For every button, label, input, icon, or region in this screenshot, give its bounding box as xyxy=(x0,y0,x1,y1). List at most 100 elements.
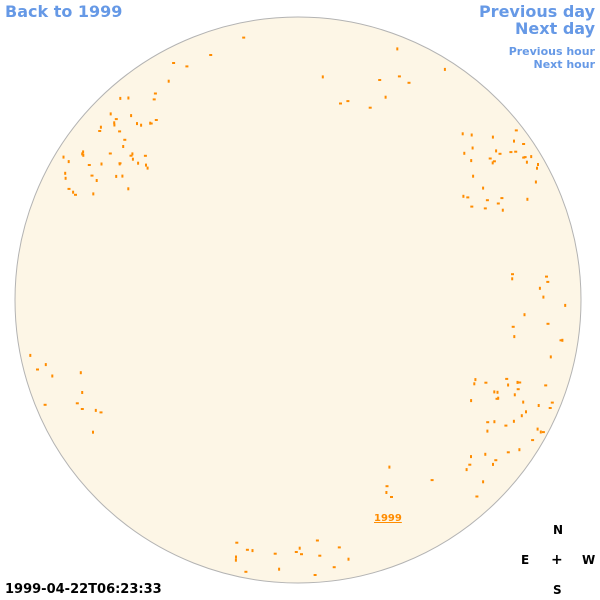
feature-mark xyxy=(67,160,70,164)
next-hour-link[interactable]: Next hour xyxy=(533,58,596,71)
feature-mark xyxy=(471,146,474,150)
feature-mark xyxy=(516,388,520,391)
feature-mark xyxy=(72,190,75,194)
feature-mark xyxy=(154,119,158,121)
feature-mark xyxy=(470,159,473,163)
back-to-year-link[interactable]: Back to 1999 xyxy=(5,2,123,21)
feature-mark xyxy=(475,495,479,498)
feature-mark xyxy=(152,98,156,101)
feature-mark xyxy=(378,79,382,81)
feature-mark xyxy=(468,463,472,466)
previous-day-link[interactable]: Previous day xyxy=(478,2,595,21)
feature-mark xyxy=(113,121,116,125)
feature-mark xyxy=(36,368,39,371)
feature-mark xyxy=(506,451,510,454)
feature-mark xyxy=(109,112,112,116)
feature-mark xyxy=(513,139,515,143)
feature-mark xyxy=(516,380,519,384)
feature-mark xyxy=(82,150,85,154)
feature-mark xyxy=(92,430,94,434)
feature-mark xyxy=(235,555,237,559)
feature-mark xyxy=(209,54,213,56)
feature-mark xyxy=(67,187,71,190)
feature-mark xyxy=(536,427,539,431)
feature-mark xyxy=(496,202,500,205)
feature-mark xyxy=(526,197,529,201)
feature-mark xyxy=(564,303,567,307)
feature-mark xyxy=(44,363,47,367)
next-day-link[interactable]: Next day xyxy=(515,19,595,38)
feature-mark xyxy=(494,459,498,462)
feature-mark xyxy=(525,410,527,414)
feature-mark xyxy=(315,539,319,542)
feature-mark xyxy=(127,187,130,191)
feature-mark xyxy=(321,75,324,79)
feature-mark xyxy=(491,135,494,139)
feature-mark xyxy=(80,408,84,410)
feature-mark xyxy=(522,156,526,159)
feature-mark xyxy=(520,414,523,418)
feature-mark xyxy=(99,125,102,129)
feature-mark xyxy=(512,419,515,423)
feature-mark xyxy=(388,465,391,469)
feature-mark xyxy=(545,275,548,278)
compass-south-label: S xyxy=(553,583,562,597)
feature-mark xyxy=(538,286,541,290)
feature-mark xyxy=(407,81,411,84)
feature-mark xyxy=(495,149,498,153)
feature-mark xyxy=(498,152,502,155)
feature-mark xyxy=(537,404,540,407)
feature-mark xyxy=(537,163,539,166)
feature-mark xyxy=(488,157,492,160)
feature-mark xyxy=(114,118,118,121)
feature-mark xyxy=(390,496,393,498)
feature-mark xyxy=(234,558,237,562)
year-link-label[interactable]: 1999 xyxy=(374,513,402,524)
feature-mark xyxy=(522,143,526,145)
feature-mark xyxy=(496,390,499,394)
feature-mark xyxy=(546,322,550,325)
feature-mark xyxy=(339,102,342,105)
feature-mark xyxy=(368,106,372,109)
feature-mark xyxy=(482,480,485,484)
feature-mark xyxy=(470,399,473,403)
feature-mark xyxy=(518,448,521,452)
feature-mark xyxy=(511,325,515,328)
feature-mark xyxy=(470,133,473,137)
feature-mark xyxy=(130,114,133,118)
feature-mark xyxy=(167,79,170,83)
solar-disk xyxy=(14,16,582,584)
feature-mark xyxy=(484,452,487,456)
feature-mark xyxy=(430,479,434,482)
feature-mark xyxy=(87,164,91,166)
feature-mark xyxy=(504,424,508,427)
feature-mark xyxy=(64,176,67,180)
previous-hour-link[interactable]: Previous hour xyxy=(508,45,595,58)
feature-mark xyxy=(518,381,522,384)
feature-mark xyxy=(461,132,464,136)
feature-mark xyxy=(443,67,446,71)
feature-mark xyxy=(143,154,147,157)
feature-mark xyxy=(483,207,487,210)
feature-mark xyxy=(534,180,537,184)
feature-mark xyxy=(90,174,94,177)
feature-mark xyxy=(539,430,542,434)
feature-mark xyxy=(337,546,341,549)
feature-mark xyxy=(278,567,281,571)
feature-mark xyxy=(298,546,301,550)
active-features xyxy=(29,36,567,576)
feature-mark xyxy=(242,36,246,39)
feature-mark xyxy=(472,174,475,178)
feature-mark xyxy=(486,429,489,433)
feature-mark xyxy=(514,150,518,153)
feature-mark xyxy=(119,96,122,100)
year-link[interactable]: 1999 xyxy=(374,513,402,524)
feature-mark xyxy=(470,205,474,208)
feature-mark xyxy=(108,152,112,155)
feature-mark xyxy=(129,154,133,157)
feature-mark xyxy=(544,384,548,387)
feature-mark xyxy=(300,553,303,556)
feature-mark xyxy=(149,122,153,125)
feature-mark xyxy=(525,160,528,164)
